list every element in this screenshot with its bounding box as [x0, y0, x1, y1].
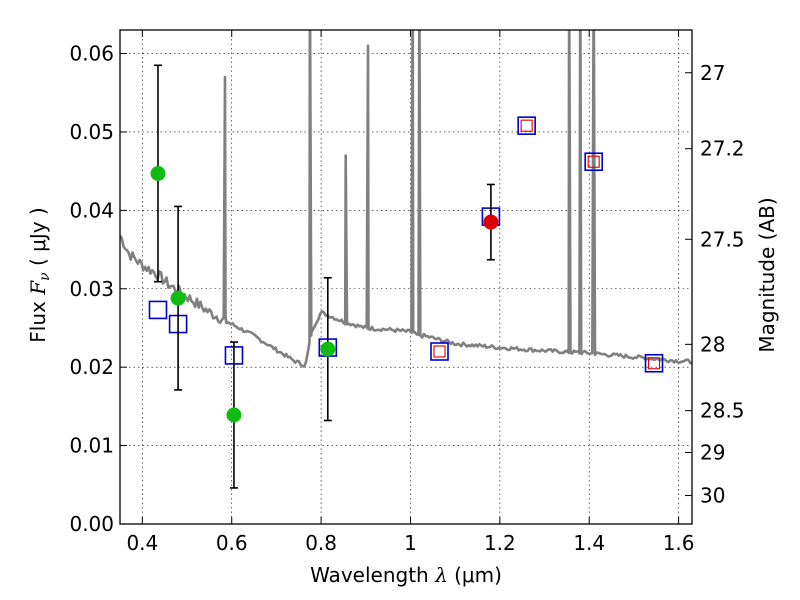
y-tick-label: 0.04 — [69, 198, 114, 222]
plot-data — [120, 30, 692, 489]
observed-point-red — [483, 214, 499, 230]
model-spectrum-line — [120, 30, 692, 368]
mag-tick-label: 27.2 — [700, 137, 745, 161]
axis-ticks: 0.4 0.6 0.8 1 1.2 1.4 1.6 0.00 0.01 0.02 0.03 0.04 0… — [69, 30, 745, 555]
x-tick-label: 1 — [404, 531, 417, 555]
model-photometry-square — [148, 300, 168, 320]
red-inner-square — [520, 119, 533, 132]
y-axis-title: Flux Fν ( μJy ) — [26, 207, 53, 342]
observed-point-green — [170, 290, 186, 306]
y-tick-label: 0.02 — [69, 355, 114, 379]
plot-data-clipped — [120, 30, 692, 489]
y-tick-label: 0.05 — [69, 120, 114, 144]
mag-tick-label: 28.5 — [700, 399, 745, 423]
mag-tick-label: 29 — [700, 440, 725, 464]
mag-tick-label: 28 — [700, 332, 725, 356]
x-tick-label: 0.6 — [216, 531, 248, 555]
y2-axis-title: Magnitude (AB) — [755, 197, 779, 352]
x-tick-label: 0.8 — [305, 531, 337, 555]
x-tick-label: 0.4 — [126, 531, 158, 555]
observed-point-green — [320, 341, 336, 357]
observed-point-green — [226, 407, 242, 423]
observed-point-green — [150, 165, 166, 181]
model-photometry-square — [644, 353, 664, 373]
y-tick-label: 0.00 — [69, 512, 114, 536]
red-inner-square — [587, 155, 600, 168]
mag-tick-label: 30 — [700, 484, 725, 508]
mag-tick-label: 27.5 — [700, 227, 745, 251]
red-inner-square — [433, 345, 446, 358]
x-tick-label: 1.6 — [663, 531, 695, 555]
model-photometry-square — [517, 116, 536, 135]
x-tick-label: 1.2 — [484, 531, 516, 555]
plot-frame — [119, 29, 693, 525]
model-photometry-square — [584, 152, 603, 172]
x-tick-label: 1.4 — [573, 531, 605, 555]
model-photometry-square — [430, 342, 449, 361]
y-tick-label: 0.01 — [69, 434, 114, 458]
y-tick-label: 0.06 — [69, 42, 114, 66]
red-inner-square — [647, 357, 661, 370]
x-axis-title: Wavelength λ (μm) — [310, 563, 502, 587]
mag-tick-label: 27 — [700, 61, 725, 85]
y-tick-label: 0.03 — [69, 277, 114, 301]
